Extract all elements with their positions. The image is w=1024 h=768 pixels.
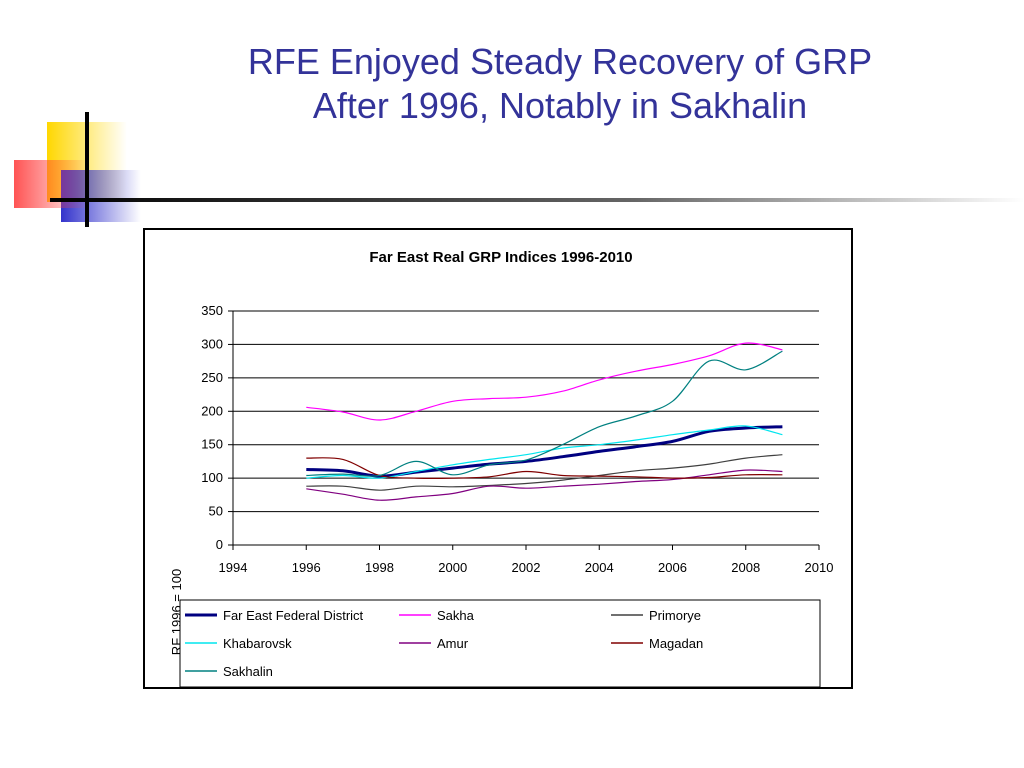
chart-title: Far East Real GRP Indices 1996-2010: [369, 249, 632, 266]
y-tick-label: 50: [209, 504, 223, 519]
slide-title-line-1: RFE Enjoyed Steady Recovery of GRP: [247, 41, 873, 82]
legend-box: [179, 599, 821, 687]
x-tick-label: 1996: [292, 560, 321, 575]
slide-title-line-2: After 1996, Notably in Sakhalin: [312, 85, 808, 126]
series-line-primorye: [306, 454, 783, 491]
decorative-corner-graphic: [14, 112, 1024, 227]
line-chart: Far East Real GRP Indices 1996-2010 0 50 1…: [169, 249, 833, 687]
y-tick-label: 150: [201, 437, 223, 452]
legend-label: Far East Federal District: [223, 608, 364, 623]
y-tick-label: 0: [216, 537, 223, 552]
chart-frame: Far East Real GRP Indices 1996-2010 0 50 1…: [143, 228, 853, 689]
x-tick-label: 2002: [512, 560, 541, 575]
deco-vertical-line: [85, 112, 89, 227]
series-line-sakhalin: [306, 350, 783, 477]
legend-label: Magadan: [649, 636, 703, 651]
legend-label: Amur: [437, 636, 469, 651]
chart-series: [306, 342, 783, 501]
y-tick-label: 250: [201, 370, 223, 385]
legend-label: Primorye: [649, 608, 701, 623]
deco-horizontal-line: [50, 198, 1024, 202]
series-line-magadan: [306, 457, 783, 479]
legend-label: Khabarovsk: [223, 636, 292, 651]
y-tick-label: 300: [201, 336, 223, 351]
chart-gridlines: [233, 310, 819, 513]
slide-title: RFE Enjoyed Steady Recovery of GRP After…: [180, 40, 940, 128]
x-tick-label: 2006: [658, 560, 687, 575]
series-line-amur: [306, 469, 783, 501]
y-tick-label: 100: [201, 470, 223, 485]
series-line-khabarovsk: [306, 425, 783, 479]
x-tick-label: 1998: [365, 560, 394, 575]
chart-legend: Far East Federal District Sakha Primorye Kh…: [179, 599, 821, 687]
x-tick-label: 2000: [438, 560, 467, 575]
x-tick-label: 2008: [731, 560, 760, 575]
legend-label: Sakha: [437, 608, 475, 623]
y-tick-label: 350: [201, 303, 223, 318]
chart-axes: 0 50 100 150 200 250 300 350 1994 1996 1998 2000 200…: [201, 303, 833, 575]
series-line-sakha: [306, 342, 783, 421]
x-tick-label: 2004: [585, 560, 614, 575]
x-tick-label: 1994: [219, 560, 248, 575]
y-tick-label: 200: [201, 403, 223, 418]
legend-label: Sakhalin: [223, 664, 273, 679]
x-tick-label: 2010: [805, 560, 834, 575]
